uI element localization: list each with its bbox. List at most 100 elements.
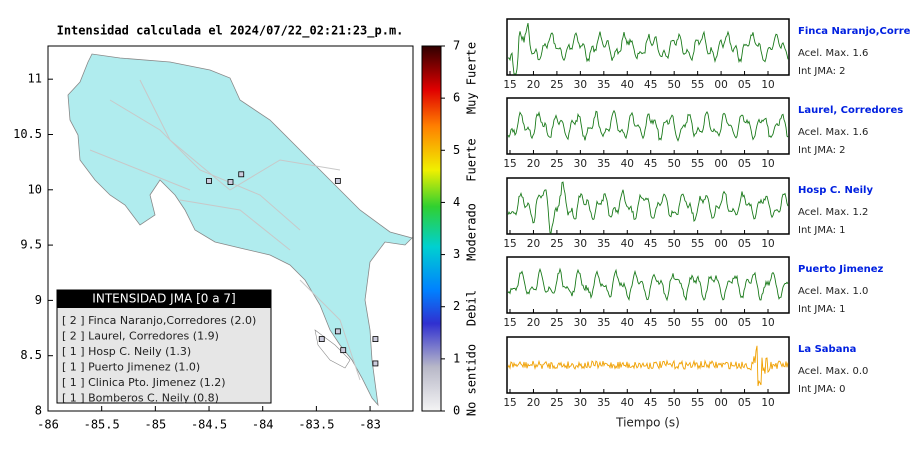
y-tick-label: 11 [28, 72, 42, 86]
legend-item: [ 1 ] Bomberos C. Neily (0.8) [62, 392, 219, 405]
time-tick-label: 00 [714, 238, 727, 250]
time-tick-label: 50 [667, 397, 680, 409]
station-int: Int JMA: 1 [798, 304, 846, 315]
waveform-frame [506, 18, 790, 76]
map-title: Intensidad calculada el 2024/07/22_02:21… [57, 24, 404, 39]
y-tick-label: 8.5 [20, 348, 42, 362]
station-name: La Sabana [798, 344, 856, 355]
station-int: Int JMA: 2 [798, 145, 846, 156]
legend-item: [ 2 ] Laurel, Corredores (1.9) [62, 330, 219, 343]
x-tick-label: -85.5 [84, 418, 120, 432]
colorbar-class-label: Fuerte [465, 138, 479, 181]
colorbar-tick-label: 1 [453, 351, 460, 365]
time-tick-label: 00 [714, 158, 727, 170]
legend-box [56, 289, 272, 404]
time-tick-label: 35 [597, 397, 610, 409]
time-tick-label: 15 [503, 317, 516, 329]
station-name: Puerto Jimenez [798, 264, 884, 275]
time-tick-label: 40 [621, 317, 634, 329]
time-tick-label: 15 [503, 238, 516, 250]
time-tick-label: 40 [621, 79, 634, 91]
time-tick-label: 30 [574, 397, 587, 409]
station-marker [334, 328, 341, 335]
x-tick-label: -86 [37, 418, 59, 432]
colorbar-tick-label: 0 [453, 404, 460, 418]
station-marker [206, 178, 212, 184]
time-tick-label: 55 [691, 158, 704, 170]
station-accel: Acel. Max. 1.2 [798, 207, 868, 218]
time-tick-label: 40 [621, 158, 634, 170]
legend-item: [ 1 ] Clinica Pto. Jimenez (1.2) [62, 376, 226, 389]
waveform-trace [507, 109, 789, 142]
time-tick-label: 35 [597, 158, 610, 170]
y-tick-label: 10.5 [13, 127, 42, 141]
legend-item: [ 2 ] Finca Naranjo,Corredores (2.0) [62, 314, 256, 327]
time-tick-label: 35 [597, 238, 610, 250]
x-tick-label: -83 [359, 418, 381, 432]
time-tick-label: 30 [574, 79, 587, 91]
y-tick-label: 9 [35, 293, 42, 307]
time-tick-label: 55 [691, 79, 704, 91]
colorbar-class-label: Moderado [465, 203, 479, 261]
time-tick-label: 30 [574, 317, 587, 329]
x-axis-label: Tiempo (s) [615, 416, 680, 430]
time-tick-label: 45 [644, 238, 657, 250]
station-name: Laurel, Corredores [798, 105, 903, 116]
time-tick-label: 20 [527, 397, 540, 409]
waveform-frame [506, 177, 790, 235]
colorbar-class-label: Muy Fuerte [465, 42, 479, 114]
x-tick-label: -83.5 [298, 418, 334, 432]
time-tick-label: 00 [714, 317, 727, 329]
map-frame [47, 45, 414, 412]
waveform-trace [507, 181, 789, 234]
time-tick-label: 10 [761, 317, 774, 329]
time-tick-label: 45 [644, 397, 657, 409]
time-tick-label: 45 [644, 158, 657, 170]
station-name: Finca Naranjo,Corredores [798, 26, 910, 37]
time-tick-label: 55 [691, 317, 704, 329]
time-tick-label: 50 [667, 238, 680, 250]
time-tick-label: 20 [527, 317, 540, 329]
time-tick-label: 30 [574, 158, 587, 170]
colorbar [421, 45, 442, 412]
time-tick-label: 10 [761, 158, 774, 170]
station-int: Int JMA: 1 [798, 225, 846, 236]
time-tick-label: 55 [691, 238, 704, 250]
legend-item: [ 1 ] Puerto Jimenez (1.0) [62, 361, 200, 374]
time-tick-label: 30 [574, 238, 587, 250]
time-tick-label: 50 [667, 317, 680, 329]
colorbar-tick-label: 4 [453, 195, 460, 209]
colorbar-tick-label: 5 [453, 143, 460, 157]
colorbar-tick-label: 6 [453, 91, 460, 105]
waveform-frame [506, 97, 790, 155]
station-name: Hosp C. Neily [798, 185, 873, 196]
colorbar-tick-label: 7 [453, 39, 460, 53]
legend-title: INTENSIDAD JMA [0 a 7] [92, 292, 235, 306]
time-tick-label: 25 [550, 79, 563, 91]
time-tick-label: 00 [714, 79, 727, 91]
station-marker [334, 178, 341, 184]
station-int: Int JMA: 2 [798, 66, 846, 77]
waveform-trace [507, 267, 789, 302]
waveform-trace [507, 22, 789, 75]
station-marker [340, 347, 347, 354]
time-tick-label: 05 [738, 397, 751, 409]
time-tick-label: 25 [550, 397, 563, 409]
time-tick-label: 20 [527, 158, 540, 170]
station-marker [372, 360, 379, 367]
time-tick-label: 40 [621, 397, 634, 409]
colorbar-tick-label: 2 [453, 299, 460, 313]
x-tick-label: -85 [145, 418, 167, 432]
time-tick-label: 40 [621, 238, 634, 250]
station-marker [238, 171, 245, 178]
colorbar-tick-label: 3 [453, 247, 460, 261]
colorbar-class-label: No sentido [465, 344, 479, 416]
time-tick-label: 05 [738, 158, 751, 170]
time-tick-label: 25 [550, 158, 563, 170]
station-accel: Acel. Max. 1.6 [798, 48, 868, 59]
time-tick-label: 20 [527, 79, 540, 91]
station-marker [372, 336, 379, 343]
station-accel: Acel. Max. 1.0 [798, 286, 868, 297]
time-tick-label: 00 [714, 397, 727, 409]
